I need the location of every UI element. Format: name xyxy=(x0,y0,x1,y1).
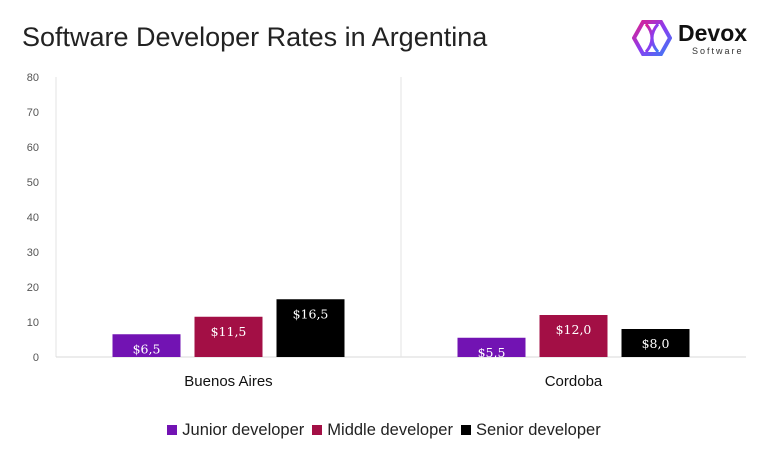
y-tick-label: 20 xyxy=(27,282,39,294)
data-label: $6,5 xyxy=(133,341,161,356)
legend-swatch xyxy=(460,425,471,435)
logo-name: Devox xyxy=(678,20,748,46)
legend: Junior developer Middle developer Senior d… xyxy=(0,421,768,440)
bar xyxy=(457,337,526,357)
legend-label: Junior developer xyxy=(182,421,305,439)
bar xyxy=(621,329,690,357)
legend-swatch xyxy=(312,425,323,435)
data-label: $11,5 xyxy=(211,324,247,339)
bar xyxy=(112,334,181,357)
data-label: $5,5 xyxy=(478,345,506,360)
legend-swatch xyxy=(167,425,178,435)
y-tick-label: 40 xyxy=(27,212,39,224)
bar xyxy=(539,315,608,357)
chart-title: Software Developer Rates in Argentina xyxy=(22,22,488,52)
data-label: $8,0 xyxy=(642,336,670,351)
legend-item: Senior developer xyxy=(460,421,601,440)
y-tick-label: 60 xyxy=(27,142,39,154)
legend-label: Senior developer xyxy=(475,421,601,439)
x-category-label: Buenos Aires xyxy=(184,373,272,390)
devox-logo: Devox Software xyxy=(631,18,752,60)
legend-item: Junior developer xyxy=(167,421,304,440)
data-label: $12,0 xyxy=(556,322,592,337)
hexagon-logo-icon xyxy=(631,20,673,56)
y-tick-label: 30 xyxy=(27,247,39,259)
legend-item: Middle developer xyxy=(312,421,453,440)
x-category-label: Cordoba xyxy=(545,373,603,390)
y-tick-label: 10 xyxy=(27,317,39,329)
data-label: $16,5 xyxy=(293,306,329,321)
bar xyxy=(194,316,263,357)
logo-sub: Software xyxy=(692,46,744,56)
bar xyxy=(276,299,345,357)
y-tick-label: 50 xyxy=(27,177,39,189)
y-tick-label: 70 xyxy=(27,107,39,119)
y-tick-label: 0 xyxy=(33,352,39,364)
legend-label: Middle developer xyxy=(327,421,453,439)
y-tick-label: 80 xyxy=(27,72,39,84)
